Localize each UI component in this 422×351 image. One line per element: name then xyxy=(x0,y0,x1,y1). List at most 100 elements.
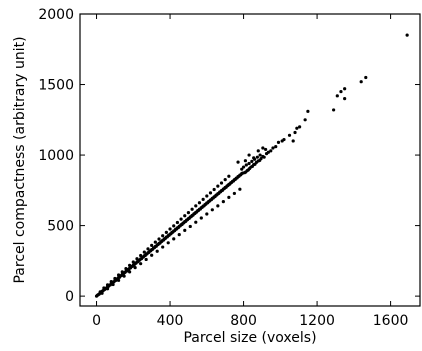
data-point xyxy=(146,247,150,251)
data-point xyxy=(255,155,259,159)
data-point xyxy=(186,211,191,215)
data-point xyxy=(102,286,106,290)
data-point xyxy=(274,145,278,149)
data-point xyxy=(172,237,176,241)
data-point xyxy=(364,75,368,80)
data-point xyxy=(190,207,194,211)
data-point xyxy=(161,234,165,238)
data-point xyxy=(221,200,225,204)
data-point xyxy=(135,257,139,261)
data-point xyxy=(227,174,231,178)
data-point xyxy=(247,153,251,157)
data-point xyxy=(116,278,121,282)
data-point xyxy=(247,161,251,166)
y-tick-label: 0 xyxy=(65,289,74,305)
data-point xyxy=(259,156,263,161)
data-point xyxy=(150,253,154,257)
data-point xyxy=(238,187,242,191)
y-axis-label: Parcel compactness (arbitrary unit) xyxy=(12,36,28,283)
data-point xyxy=(128,263,132,267)
data-point xyxy=(227,195,231,199)
data-point xyxy=(240,167,244,171)
y-tick-label: 500 xyxy=(47,219,74,235)
data-point xyxy=(244,163,248,167)
data-point xyxy=(161,245,165,249)
data-point xyxy=(216,204,220,208)
data-point xyxy=(157,237,161,241)
data-point xyxy=(252,156,256,160)
data-point xyxy=(266,150,270,154)
data-point xyxy=(287,133,292,137)
y-tick-label: 1000 xyxy=(38,148,74,164)
data-point xyxy=(105,287,110,291)
data-point xyxy=(122,274,126,278)
data-point xyxy=(216,184,220,188)
data-point xyxy=(113,276,117,281)
y-tick-label: 1500 xyxy=(38,78,74,94)
x-tick-label: 1200 xyxy=(299,313,335,329)
data-point xyxy=(139,262,143,266)
data-point xyxy=(339,89,343,94)
data-point xyxy=(264,147,268,152)
data-point xyxy=(332,108,336,112)
data-point xyxy=(188,224,192,229)
data-point xyxy=(208,191,213,195)
data-point xyxy=(105,283,110,287)
data-point xyxy=(282,137,286,142)
data-point xyxy=(405,33,409,37)
data-point xyxy=(212,187,216,192)
data-point xyxy=(109,280,113,284)
x-axis-label: Parcel size (voxels) xyxy=(183,330,316,346)
data-point xyxy=(293,130,297,135)
data-point xyxy=(291,139,295,143)
data-point xyxy=(183,214,187,218)
data-point xyxy=(359,80,363,84)
data-point xyxy=(250,159,254,164)
data-point xyxy=(298,125,302,129)
data-point xyxy=(236,160,240,164)
data-point xyxy=(205,194,209,198)
plot-frame xyxy=(79,13,421,307)
data-point xyxy=(155,249,159,253)
data-point xyxy=(269,149,273,153)
data-point xyxy=(133,266,137,270)
data-point xyxy=(194,220,198,224)
x-tick-label: 400 xyxy=(157,313,184,329)
data-point xyxy=(175,220,180,225)
data-point xyxy=(183,228,187,232)
data-point xyxy=(197,201,202,205)
data-point xyxy=(124,267,128,271)
y-axis-ticks: 0 500 1000 1500 2000 xyxy=(38,7,420,305)
data-point xyxy=(168,227,172,231)
data-point xyxy=(179,217,183,221)
data-point xyxy=(343,97,347,101)
data-point xyxy=(306,109,310,113)
data-point xyxy=(116,273,121,277)
data-point xyxy=(100,291,104,295)
data-point xyxy=(166,241,170,245)
data-point xyxy=(262,155,266,159)
x-tick-label: 1600 xyxy=(373,313,409,329)
data-point xyxy=(153,240,157,244)
data-point xyxy=(139,253,143,258)
data-point xyxy=(120,270,124,274)
data-point xyxy=(205,212,209,216)
x-tick-label: 0 xyxy=(92,313,101,329)
data-point xyxy=(201,197,205,201)
data-point xyxy=(177,233,181,237)
data-point xyxy=(271,146,275,150)
data-point xyxy=(343,87,347,91)
data-point xyxy=(131,260,135,264)
data-point xyxy=(142,250,146,254)
data-point xyxy=(335,94,339,98)
data-point xyxy=(111,282,115,287)
data-point xyxy=(261,146,265,150)
data-point xyxy=(150,243,154,247)
data-point xyxy=(232,191,236,196)
data-point xyxy=(144,257,148,262)
x-tick-label: 800 xyxy=(230,313,257,329)
data-point xyxy=(243,159,248,163)
data-point xyxy=(194,204,198,208)
